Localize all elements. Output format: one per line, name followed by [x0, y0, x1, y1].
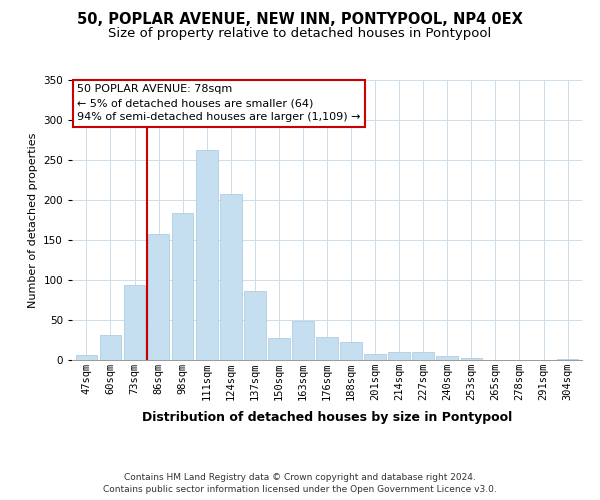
Bar	[340, 342, 362, 360]
Bar	[292, 321, 314, 360]
Bar	[388, 352, 410, 360]
Text: Contains HM Land Registry data © Crown copyright and database right 2024.
Contai: Contains HM Land Registry data © Crown c…	[103, 472, 497, 494]
Y-axis label: Number of detached properties: Number of detached properties	[28, 132, 38, 308]
Bar	[557, 359, 578, 360]
Text: Size of property relative to detached houses in Pontypool: Size of property relative to detached ho…	[109, 28, 491, 40]
Bar	[124, 285, 145, 360]
Bar	[412, 352, 434, 360]
Bar	[220, 194, 242, 360]
Bar	[100, 335, 121, 360]
Bar	[268, 338, 290, 360]
Bar	[461, 358, 482, 360]
X-axis label: Distribution of detached houses by size in Pontypool: Distribution of detached houses by size …	[142, 412, 512, 424]
Bar	[148, 234, 169, 360]
Bar	[364, 354, 386, 360]
Text: 50 POPLAR AVENUE: 78sqm
← 5% of detached houses are smaller (64)
94% of semi-det: 50 POPLAR AVENUE: 78sqm ← 5% of detached…	[77, 84, 361, 122]
Bar	[172, 213, 193, 360]
Bar	[196, 150, 218, 360]
Bar	[76, 355, 97, 360]
Bar	[244, 291, 266, 360]
Bar	[436, 356, 458, 360]
Bar	[316, 337, 338, 360]
Text: 50, POPLAR AVENUE, NEW INN, PONTYPOOL, NP4 0EX: 50, POPLAR AVENUE, NEW INN, PONTYPOOL, N…	[77, 12, 523, 28]
